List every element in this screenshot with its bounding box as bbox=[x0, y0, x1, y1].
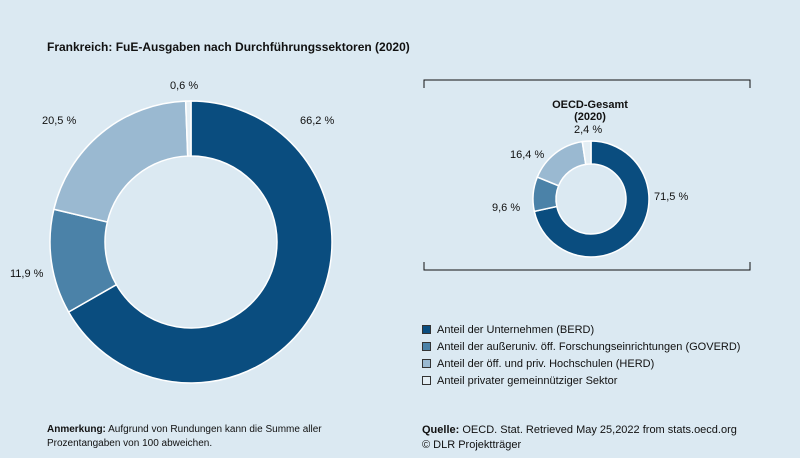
donut-france bbox=[49, 100, 333, 384]
oecd-label-berd: 71,5 % bbox=[654, 191, 688, 203]
legend: Anteil der Unternehmen (BERD) Anteil der… bbox=[422, 322, 740, 390]
oecd-bracket bbox=[423, 79, 751, 271]
legend-swatch bbox=[422, 342, 431, 351]
note-text: Aufgrund von Rundungen kann die Summe al… bbox=[47, 424, 322, 449]
slice-berd bbox=[67, 100, 333, 384]
donut-oecd bbox=[532, 140, 650, 258]
slice-private bbox=[184, 100, 192, 157]
legend-swatch bbox=[422, 325, 431, 334]
legend-item: Anteil der Unternehmen (BERD) bbox=[422, 322, 740, 337]
legend-swatch bbox=[422, 359, 431, 368]
legend-label: Anteil privater gemeinnütziger Sektor bbox=[437, 374, 618, 387]
oecd-title: OECD-Gesamt (2020) bbox=[552, 99, 628, 123]
legend-item: Anteil privater gemeinnütziger Sektor bbox=[422, 373, 740, 388]
oecd-label-goverd: 9,6 % bbox=[492, 202, 520, 214]
source-label: Quelle: bbox=[422, 424, 460, 436]
legend-item: Anteil der außeruniv. öff. Forschungsein… bbox=[422, 339, 740, 354]
legend-item: Anteil der öff. und priv. Hochschulen (H… bbox=[422, 356, 740, 371]
oecd-label-private: 2,4 % bbox=[574, 124, 602, 136]
slice-label-private: 0,6 % bbox=[170, 80, 198, 92]
legend-label: Anteil der öff. und priv. Hochschulen (H… bbox=[437, 357, 655, 370]
legend-swatch bbox=[422, 376, 431, 385]
oecd-label-herd: 16,4 % bbox=[510, 149, 544, 161]
copyright: © DLR Projektträger bbox=[422, 439, 522, 451]
note-label: Anmerkung: bbox=[47, 424, 106, 435]
slice-herd bbox=[536, 140, 587, 187]
chart-title: Frankreich: FuE-Ausgaben nach Durchführu… bbox=[47, 40, 410, 54]
slice-private bbox=[581, 140, 592, 166]
slice-label-goverd: 11,9 % bbox=[10, 268, 44, 280]
source: Quelle: OECD. Stat. Retrieved May 25,202… bbox=[422, 423, 737, 453]
slice-label-herd: 20,5 % bbox=[42, 115, 76, 127]
slice-berd bbox=[533, 140, 650, 258]
legend-label: Anteil der Unternehmen (BERD) bbox=[437, 323, 595, 336]
legend-label: Anteil der außeruniv. öff. Forschungsein… bbox=[437, 340, 741, 353]
source-text: OECD. Stat. Retrieved May 25,2022 from s… bbox=[462, 424, 737, 436]
note: Anmerkung: Aufgrund von Rundungen kann d… bbox=[47, 423, 377, 451]
slice-label-berd: 66,2 % bbox=[300, 115, 334, 127]
